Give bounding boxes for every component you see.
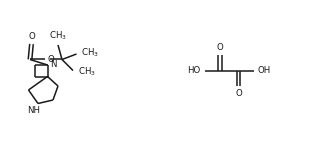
Text: CH$_3$: CH$_3$ [78,65,95,78]
Text: N: N [50,60,57,69]
Text: NH: NH [27,106,40,115]
Text: HO: HO [187,66,201,75]
Text: O: O [47,55,54,64]
Text: O: O [28,32,35,41]
Text: CH$_3$: CH$_3$ [49,29,66,42]
Text: O: O [235,89,242,98]
Text: OH: OH [258,66,271,75]
Text: O: O [217,43,223,52]
Text: CH$_3$: CH$_3$ [81,47,99,59]
